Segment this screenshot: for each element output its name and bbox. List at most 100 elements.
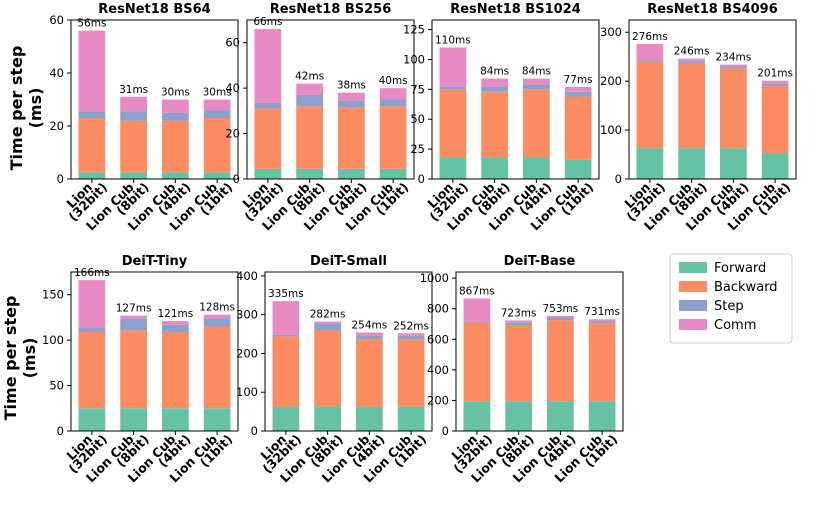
legend-label-comm: Comm [714,318,756,333]
resnet18-bs1024-bar-step-0 [439,86,467,90]
resnet18-bs1024-data-label-2: 84ms [522,66,551,78]
legend-swatch-forward [679,262,707,273]
resnet18-bs64-bar-step-2 [162,112,189,121]
resnet18-bs1024-bar-forward-0 [439,157,467,179]
resnet18-bs4096-bar-backward-3 [761,86,789,154]
resnet18-bs64-bar-step-0 [78,111,106,119]
deit-base-bar-backward-0 [463,322,491,402]
deit-base-ytick-label: 600 [427,332,449,346]
deit-small-bar-comm-1 [314,321,341,324]
legend-label-backward: Backward [714,280,778,295]
resnet18-bs64-bar-comm-3 [203,99,231,111]
deit-tiny-bar-comm-0 [78,280,106,328]
deit-small-ytick-label: 300 [236,308,258,322]
resnet18-bs64-ytick-label: 40 [49,66,64,80]
resnet18-bs256-data-label-1: 42ms [295,71,324,83]
resnet18-bs64-bar-backward-2 [162,120,189,173]
deit-base-title: DeiT-Base [504,254,576,269]
resnet18-bs1024-bar-backward-2 [523,89,550,158]
resnet18-bs64-ytick-label: 20 [49,119,64,133]
resnet18-bs64-frame [70,19,239,180]
deit-base-ytick-label: 200 [427,393,449,407]
resnet18-bs1024-ytick-label: 125 [403,23,425,37]
deit-tiny-bar-backward-0 [78,331,106,409]
deit-tiny-bar-step-1 [120,318,147,331]
resnet18-bs4096-data-label-2: 234ms [716,52,752,64]
resnet18-bs256-data-label-0: 66ms [253,16,282,28]
resnet18-bs256-data-label-3: 40ms [379,75,408,87]
legend-label-step: Step [714,299,744,314]
deit-tiny-ytick-label: 50 [49,379,64,393]
resnet18-bs4096-frame [628,19,797,180]
deit-base-bar-comm-2 [547,315,574,319]
resnet18-bs1024-data-label-3: 77ms [564,74,593,86]
y-axis-label-bottom-line-1: Time per step [1,296,20,421]
deit-base-bar-comm-1 [505,320,532,323]
resnet18-bs256-ytick-label: 0 [233,172,240,186]
deit-small-bar-backward-0 [272,336,300,407]
resnet18-bs256-bar-step-0 [254,102,282,109]
deit-base-bar-forward-3 [588,401,616,431]
deit-base-bar-step-3 [588,321,616,324]
y-axis-label-top-line-1: Time per step [7,46,26,171]
deit-base-bar-comm-0 [463,298,491,322]
deit-small-frame [264,271,433,432]
resnet18-bs256-bar-comm-3 [379,88,407,100]
resnet18-bs1024-bar-forward-1 [481,157,508,179]
resnet18-bs64-bar-backward-0 [78,118,106,173]
deit-base-bar-step-1 [505,322,532,326]
deit-tiny-bar-forward-2 [162,408,189,431]
deit-small-ytick-label: 100 [236,385,258,399]
y-axis-label-bottom-line-2: (ms) [20,338,39,379]
resnet18-bs64-bar-comm-0 [78,30,106,112]
resnet18-bs64-title: ResNet18 BS64 [98,2,210,17]
panel-deit-base: DeiT-Base02004006008001000867msLion(32bi… [420,254,624,485]
resnet18-bs4096-data-label-3: 201ms [757,68,793,80]
resnet18-bs64-data-label-2: 30ms [161,87,190,99]
deit-base-bar-forward-2 [547,401,574,431]
resnet18-bs4096-bar-comm-2 [720,64,747,67]
resnet18-bs64-bar-forward-1 [120,172,147,179]
deit-tiny-bar-comm-3 [203,314,231,319]
deit-small-bar-backward-2 [356,339,383,407]
resnet18-bs256-bar-forward-2 [338,168,365,179]
legend-swatch-step [679,300,707,311]
resnet18-bs64-bar-step-1 [120,111,147,121]
panel-resnet18-bs256: ResNet18 BS256020406066msLion(32bit)42ms… [225,2,415,233]
resnet18-bs1024-bar-step-3 [564,91,592,97]
deit-small-ytick-label: 200 [236,346,258,360]
resnet18-bs64-data-label-0: 56ms [77,18,106,30]
resnet18-bs1024-ytick-label: 0 [418,172,425,186]
deit-base-data-label-0: 867ms [459,285,495,297]
resnet18-bs4096-bar-forward-1 [678,148,705,179]
deit-base-frame [455,271,624,432]
resnet18-bs1024-bar-backward-3 [564,96,592,160]
resnet18-bs256-bar-backward-3 [379,106,407,169]
deit-small-bar-backward-3 [397,339,425,407]
deit-small-bar-forward-3 [397,406,425,431]
resnet18-bs1024-bar-comm-3 [564,86,592,92]
resnet18-bs4096-ytick-label: 100 [600,123,622,137]
resnet18-bs4096-bar-step-1 [678,61,705,64]
resnet18-bs4096-bar-forward-3 [761,153,789,179]
deit-small-bar-forward-2 [356,406,383,431]
resnet18-bs1024-bar-forward-2 [523,157,550,179]
deit-tiny-bar-comm-2 [162,321,189,325]
resnet18-bs1024-data-label-1: 84ms [480,66,509,78]
resnet18-bs64-bar-forward-2 [162,172,189,179]
deit-small-bar-step-3 [397,335,425,340]
resnet18-bs64-bar-forward-3 [203,172,231,179]
deit-small-data-label-3: 252ms [393,320,429,332]
resnet18-bs256-ytick-label: 20 [225,127,240,141]
deit-small-ytick-label: 400 [236,269,258,283]
deit-tiny-bar-comm-1 [120,315,147,319]
deit-base-data-label-1: 723ms [501,307,537,319]
resnet18-bs1024-bar-step-1 [481,86,508,92]
deit-base-ytick-label: 0 [442,424,449,438]
deit-tiny-bar-forward-1 [120,408,147,431]
resnet18-bs4096-bar-comm-0 [636,43,664,61]
deit-small-bar-forward-0 [272,406,300,431]
resnet18-bs4096-data-label-0: 276ms [632,31,668,43]
